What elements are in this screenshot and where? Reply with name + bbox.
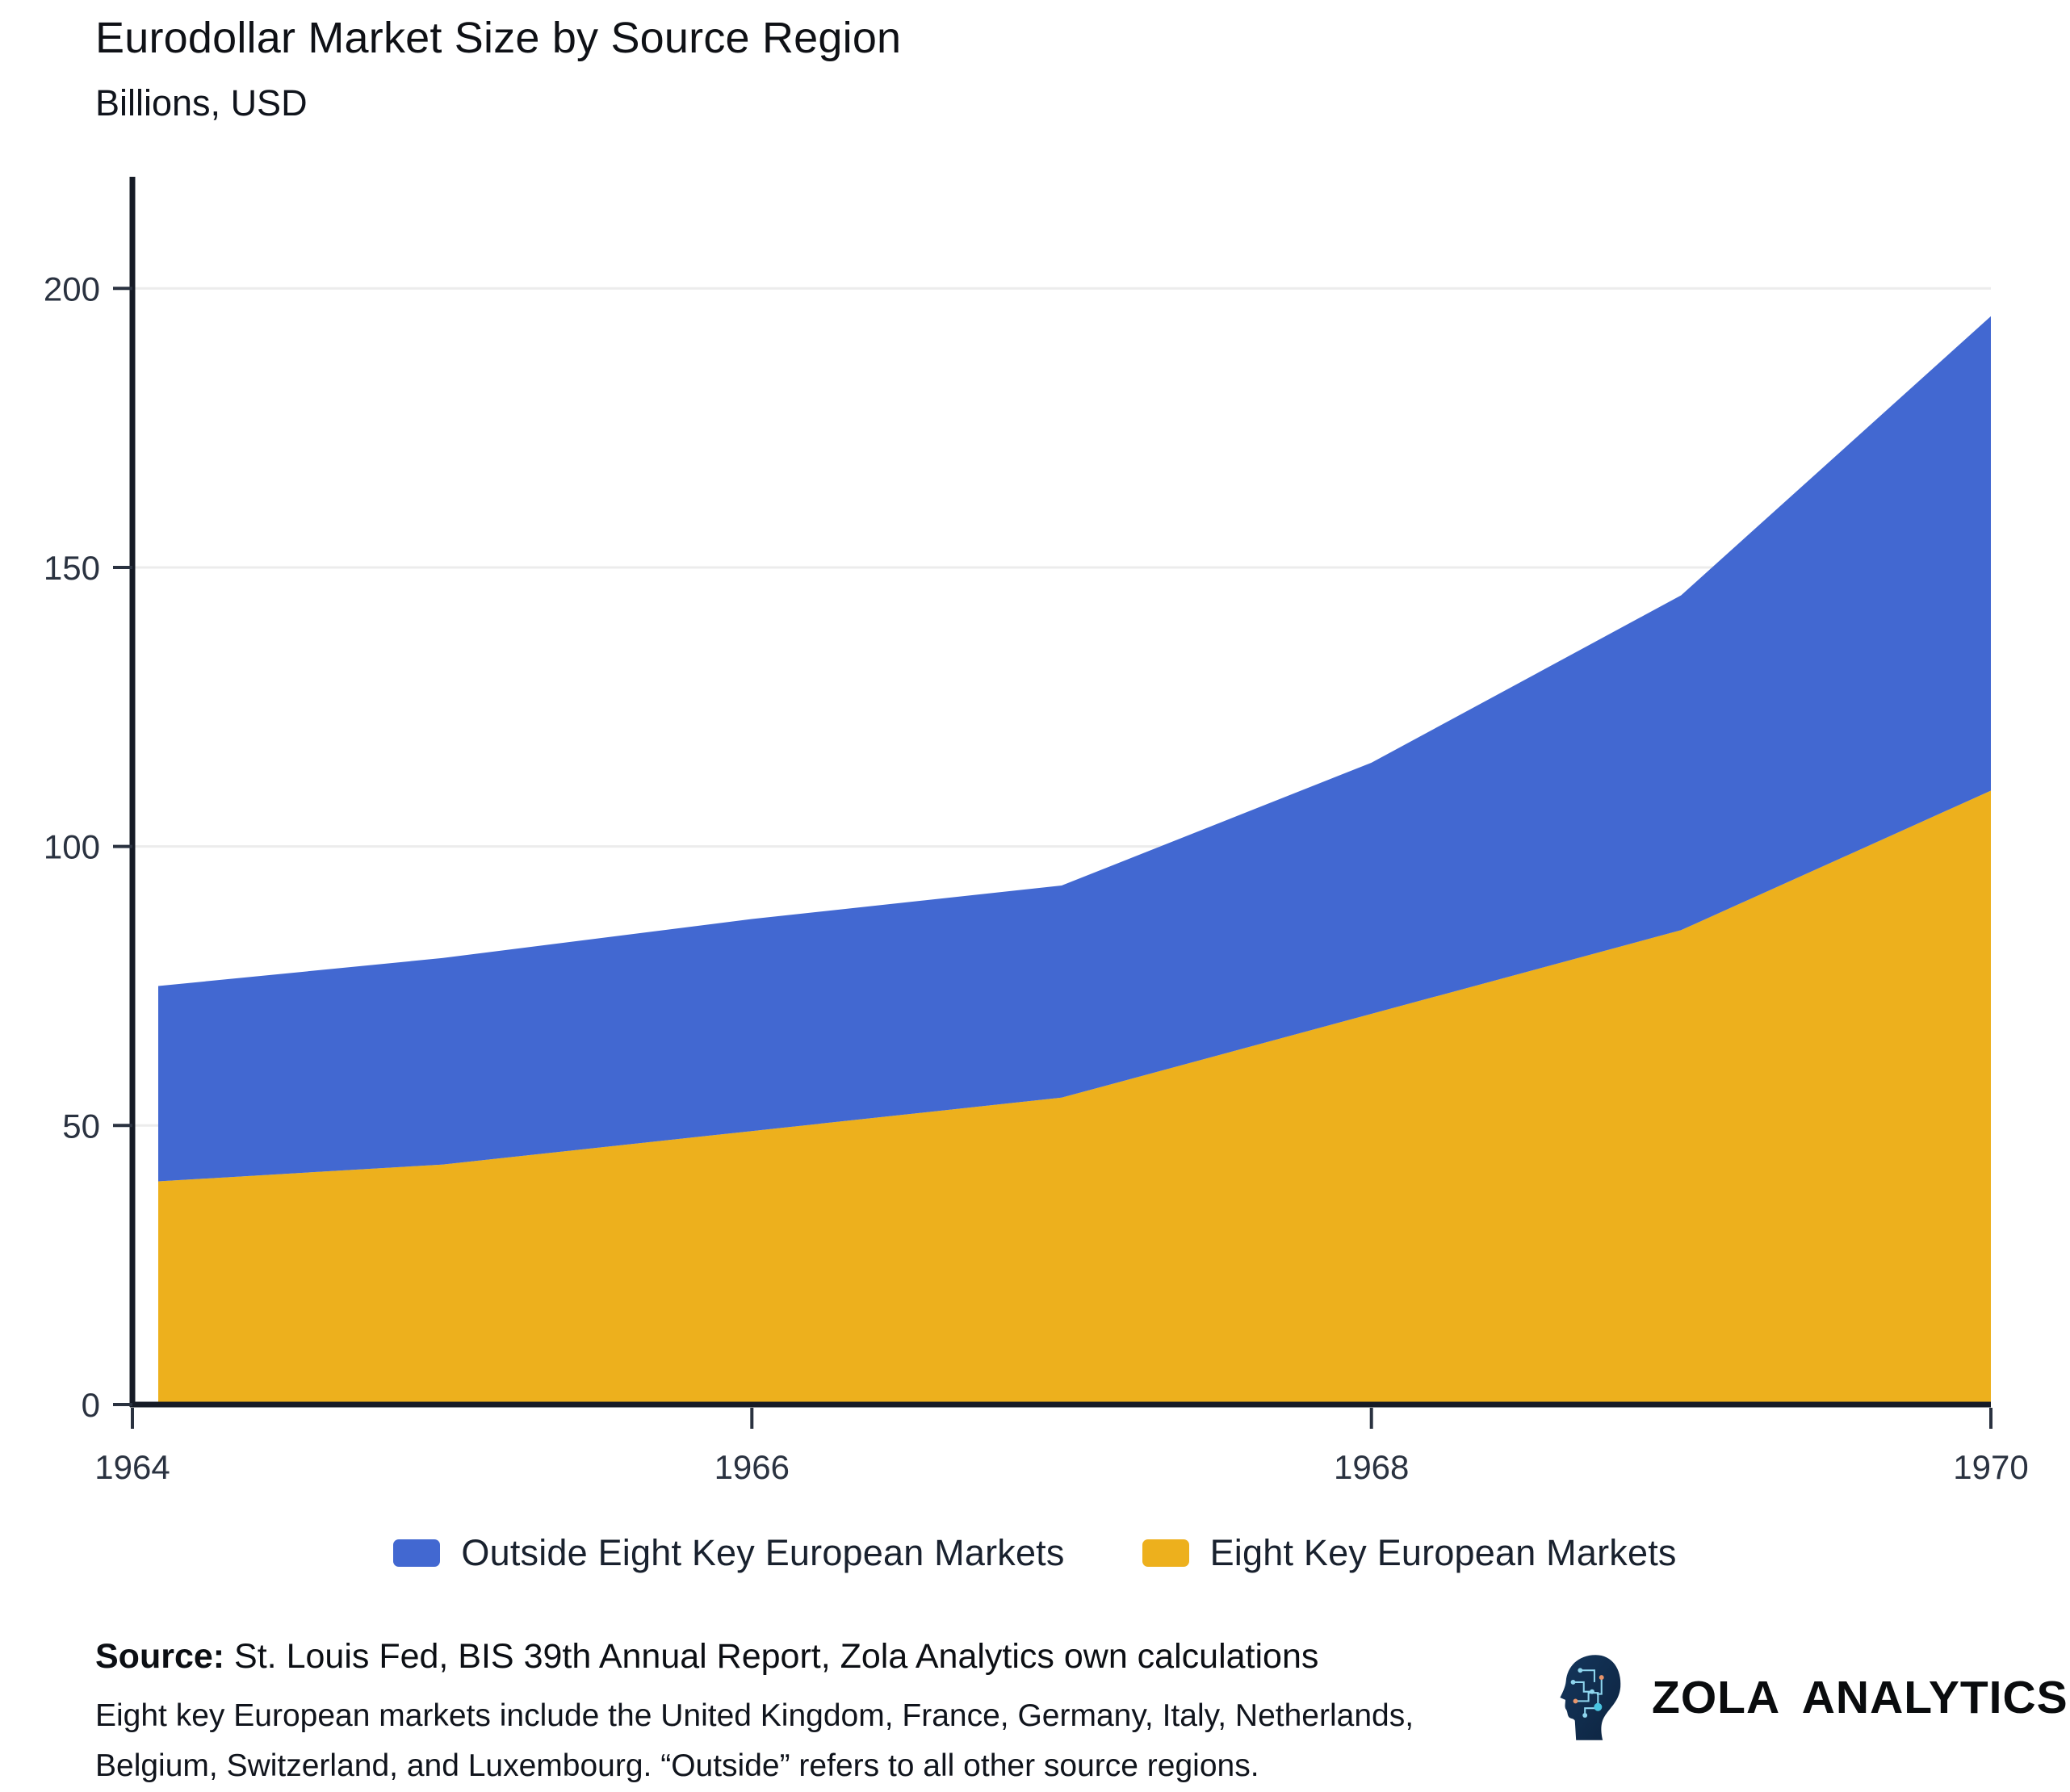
footnote-line-1: Eight key European markets include the U… [95, 1698, 1414, 1733]
y-tick-label-0: 0 [82, 1386, 100, 1424]
legend-item-eight-key: Eight Key European Markets [1142, 1532, 1677, 1574]
stacked-area-chart: 0 50 100 150 200 1964 1966 1968 1970 [44, 177, 2029, 1486]
legend-swatch-outside [393, 1539, 441, 1567]
chart-subtitle: Billions, USD [95, 82, 308, 124]
eight-key-european-markets-area [158, 790, 1991, 1405]
legend-swatch-eight-key [1142, 1539, 1189, 1567]
y-tick-label-100: 100 [44, 828, 100, 866]
x-tick-label-1964: 1964 [94, 1448, 170, 1486]
brand-logo: ZOLA ANALYTICS [1557, 1653, 2068, 1742]
legend: Outside Eight Key European Markets Eight… [0, 1532, 2070, 1574]
y-tick-label-200: 200 [44, 270, 100, 308]
zola-head-icon [1560, 1655, 1621, 1740]
source-label: Source: [95, 1637, 225, 1676]
footnote-line-2: Belgium, Switzerland, and Luxembourg. “O… [95, 1748, 1259, 1783]
brand-name: ZOLA ANALYTICS [1652, 1672, 2068, 1723]
legend-item-outside: Outside Eight Key European Markets [393, 1532, 1064, 1574]
legend-label-eight-key: Eight Key European Markets [1209, 1532, 1677, 1573]
source-text: St. Louis Fed, BIS 39th Annual Report, Z… [224, 1637, 1319, 1676]
outside-eight-key-markets-area [158, 316, 1991, 1182]
legend-label-outside: Outside Eight Key European Markets [461, 1532, 1065, 1573]
y-tick-label-150: 150 [44, 549, 100, 587]
x-tick-label-1970: 1970 [1953, 1448, 2028, 1486]
tick-marks [113, 287, 1992, 1429]
tick-labels: 0 50 100 150 200 1964 1966 1968 1970 [44, 270, 2029, 1486]
axes [129, 177, 1991, 1408]
area-series [158, 316, 1991, 1405]
source-line: Source: St. Louis Fed, BIS 39th Annual R… [95, 1637, 1516, 1677]
y-tick-label-50: 50 [62, 1107, 100, 1145]
footer: Source: St. Louis Fed, BIS 39th Annual R… [95, 1637, 1516, 1791]
x-tick-label-1968: 1968 [1334, 1448, 1409, 1486]
x-tick-label-1966: 1966 [714, 1448, 790, 1486]
page-title: Eurodollar Market Size by Source Region [95, 14, 902, 62]
